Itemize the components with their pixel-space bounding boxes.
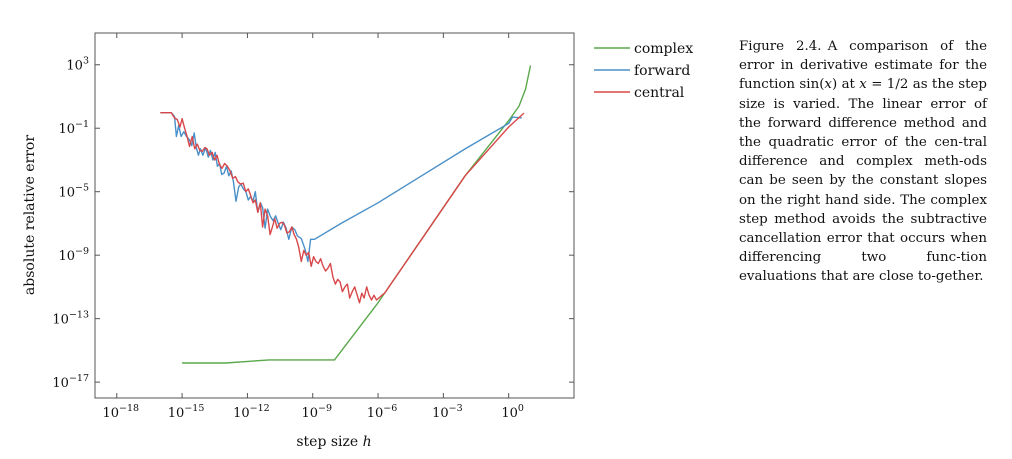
series-layer xyxy=(160,65,532,364)
x-tick-label: 10−15 xyxy=(168,403,205,421)
y-tick-label: 10−9 xyxy=(58,246,89,264)
caption-figure-label: Figure 2.4. xyxy=(739,39,822,54)
caption-text: A comparison of the error in derivative … xyxy=(739,39,987,284)
caption-line: complex step method avoids the xyxy=(739,192,987,227)
x-axis-label: step size h xyxy=(296,434,371,450)
caption-line: ods can be seen by the constant xyxy=(739,154,987,189)
x-tick-label: 10−18 xyxy=(102,403,139,421)
legend-label-complex: complex xyxy=(634,41,693,57)
caption-line: step size is varied. The linear error xyxy=(739,77,987,112)
caption-line: subtractive cancellation error that xyxy=(739,211,987,247)
caption-line: tion evaluations that are close to- xyxy=(739,250,987,285)
caption-line: slopes on the right hand side. The xyxy=(739,173,987,208)
y-tick-label: 10−5 xyxy=(58,183,89,201)
caption-line: A comparison of the xyxy=(827,39,988,54)
caption-line: and the quadratic error of the cen- xyxy=(739,115,987,151)
ticks-layer xyxy=(95,33,574,398)
caption-line: tral difference and complex meth- xyxy=(739,135,987,170)
series-line-central xyxy=(160,112,525,304)
y-axis-label: absolute relative error xyxy=(22,135,38,295)
x-tick-label: 10−3 xyxy=(432,403,463,421)
caption-line: gether. xyxy=(935,269,984,285)
y-tick-label: 10−13 xyxy=(52,310,89,328)
plot-frame xyxy=(94,32,575,399)
tick-labels-layer: 10−18 10−15 10−12 10−9 10−6 10−3 100 103 10−1 10−… xyxy=(52,56,524,421)
series-line-forward xyxy=(160,112,522,263)
caption-line: occurs when differencing two func- xyxy=(739,231,987,266)
legend-label-central: central xyxy=(634,85,685,101)
caption-line: error in derivative estimate for the xyxy=(739,58,987,74)
y-tick-label: 10−1 xyxy=(58,119,89,137)
x-tick-label: 100 xyxy=(501,403,524,421)
x-tick-label: 10−6 xyxy=(367,403,398,421)
y-tick-label: 10−17 xyxy=(52,373,89,391)
legend: complex forward central xyxy=(594,41,693,101)
legend-label-forward: forward xyxy=(634,63,690,79)
caption-line: of the forward difference method xyxy=(739,96,987,131)
y-tick-label: 103 xyxy=(66,56,89,74)
x-tick-label: 10−9 xyxy=(301,403,332,421)
figure-caption: Figure 2.4. A comparison of the error in … xyxy=(739,37,987,287)
x-tick-label: 10−12 xyxy=(233,403,270,421)
caption-line: function sin(𝑥) at 𝑥 = 1/2 as the xyxy=(739,77,954,93)
